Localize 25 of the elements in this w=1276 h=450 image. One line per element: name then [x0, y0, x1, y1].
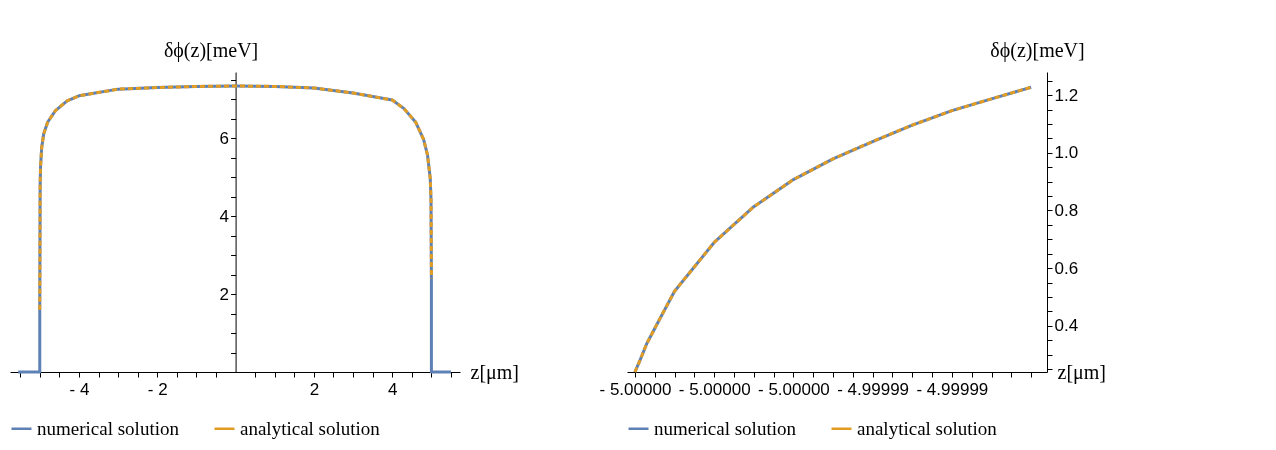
y-tick-label: 0.6 [1054, 258, 1079, 278]
y-tick-label: 1.0 [1054, 143, 1079, 163]
x-tick-label: - 4 [69, 379, 90, 399]
x-tick-label: 4 [388, 379, 398, 399]
y-tick-label: 4 [219, 206, 230, 226]
x-axis-title: z[μm] [470, 360, 519, 384]
x-tick-label: - 5.00000 [678, 379, 751, 399]
x-tick-label: - 4.99999 [837, 379, 910, 399]
x-tick-label: - 5.00000 [757, 379, 830, 399]
y-axis-title: δϕ(z)[meV] [990, 38, 1085, 62]
x-tick-label: 2 [309, 379, 320, 399]
x-tick-label: - 2 [147, 379, 168, 399]
legend-label: analytical solution [857, 417, 998, 439]
y-axis-title: δϕ(z)[meV] [163, 38, 259, 62]
legend-label: numerical solution [654, 417, 797, 439]
x-axis-title: z[μm] [1057, 360, 1106, 384]
legend-label: numerical solution [37, 417, 180, 439]
legend-label: analytical solution [240, 417, 381, 439]
y-tick-label: 0.8 [1054, 200, 1079, 220]
x-tick-label: - 5.00000 [599, 379, 672, 399]
y-tick-label: 1.2 [1054, 85, 1079, 105]
x-tick-label: - 4.99999 [916, 379, 989, 399]
y-tick-label: 2 [219, 284, 230, 304]
y-tick-label: 0.4 [1054, 316, 1079, 336]
y-tick-label: 6 [219, 128, 230, 148]
